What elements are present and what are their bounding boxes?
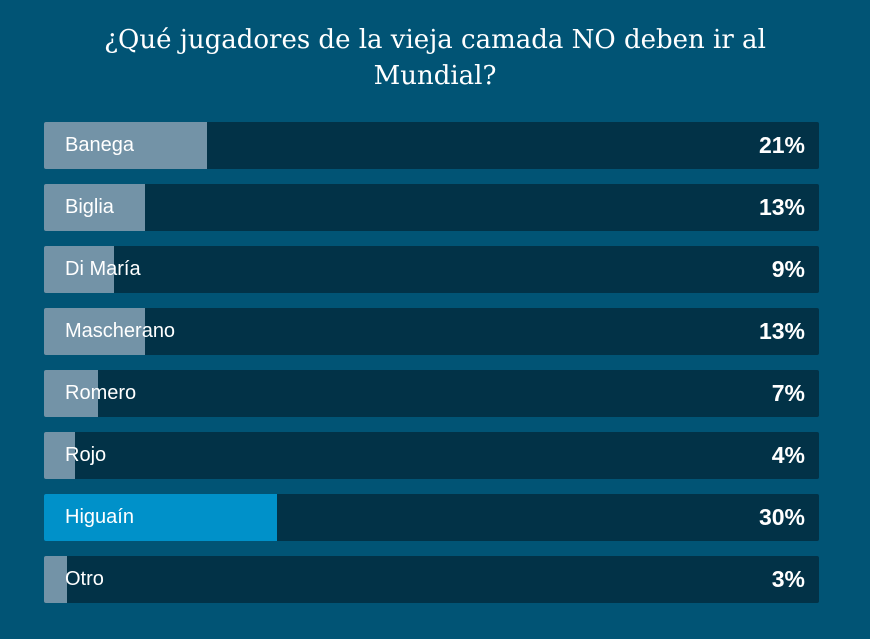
option-label: Otro xyxy=(65,568,104,590)
option-percent: 13% xyxy=(758,318,805,344)
bar-fill xyxy=(44,432,75,479)
poll-results: Banega 21% Biglia 13% Di María 9% Mascherano 13… xyxy=(44,122,819,618)
bar-fill xyxy=(44,494,277,541)
option-label: Banega xyxy=(65,134,134,156)
poll-option-bar[interactable]: Biglia 13% xyxy=(44,184,819,231)
bar-fill xyxy=(44,246,114,293)
poll-option-bar[interactable]: Mascherano 13% xyxy=(44,308,819,355)
option-label: Di María xyxy=(65,258,141,280)
poll-option-bar[interactable]: Rojo 4% xyxy=(44,432,819,479)
bar-fill xyxy=(44,370,99,417)
option-label: Mascherano xyxy=(65,320,176,342)
option-label: Biglia xyxy=(65,196,114,218)
bar-fill xyxy=(44,122,207,169)
bar-fill xyxy=(44,556,68,603)
option-percent: 13% xyxy=(758,194,805,220)
option-percent: 7% xyxy=(771,380,805,406)
poll-option-bar[interactable]: Di María 9% xyxy=(44,246,819,293)
option-label: Romero xyxy=(65,382,137,404)
poll-option-bar[interactable]: Higuaín 30% xyxy=(44,494,819,541)
option-label: Higuaín xyxy=(65,506,134,528)
bar-fill xyxy=(44,308,145,355)
option-percent: 9% xyxy=(771,256,805,282)
option-percent: 3% xyxy=(771,566,805,592)
option-percent: 30% xyxy=(758,504,805,530)
poll-title: ¿Qué jugadores de la vieja camada NO deb… xyxy=(104,25,766,91)
poll-option-bar[interactable]: Romero 7% xyxy=(44,370,819,417)
poll-option-bar[interactable]: Otro 3% xyxy=(44,556,819,603)
option-percent: 4% xyxy=(771,442,805,468)
poll-option-bar[interactable]: Banega 21% xyxy=(44,122,819,169)
option-percent: 21% xyxy=(758,132,805,158)
bar-fill xyxy=(44,184,145,231)
option-label: Rojo xyxy=(65,444,107,466)
